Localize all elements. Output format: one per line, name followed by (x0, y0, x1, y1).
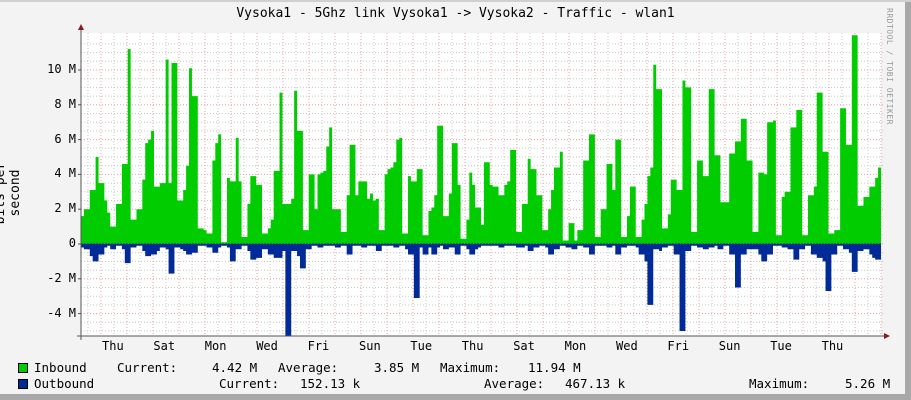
inbound-area (81, 35, 881, 245)
outbound-swatch-icon (18, 379, 28, 389)
x-tick-label: Tue (410, 339, 433, 353)
x-tick-label: Tue (770, 339, 792, 353)
inbound-maximum-value: 11.94 M (528, 360, 581, 375)
x-tick-label: Mon (564, 339, 587, 353)
x-tick-label: Thu (821, 339, 844, 353)
x-tick-label: Fri (307, 339, 330, 353)
outbound-average-value: 467.13 k (565, 376, 626, 391)
inbound-maximum-label: Maximum: (440, 360, 501, 375)
y-tick-label: -2 M (47, 270, 76, 285)
x-axis-arrow-icon (884, 333, 890, 339)
x-tick-label: Sun (359, 339, 381, 353)
chart-title: Vysoka1 - 5Ghz link Vysoka1 -> Vysoka2 -… (236, 6, 675, 21)
outbound-average-label: Average: (484, 376, 545, 391)
outbound-label: Outbound (34, 376, 95, 391)
inbound-swatch-icon (18, 363, 28, 373)
x-tick-label: Thu (461, 339, 484, 353)
inbound-average-value: 3.85 M (374, 360, 420, 375)
rrdtool-watermark: RRDTOOL / TOBI OETIKER (885, 8, 894, 125)
x-tick-label: Sat (513, 339, 535, 353)
x-tick-label: Wed (616, 339, 638, 353)
outbound-area (81, 244, 881, 337)
y-tick-label: 0 (68, 236, 76, 250)
y-axis-arrow-icon (78, 24, 84, 30)
x-tick-label: Mon (204, 339, 227, 353)
y-tick-label: -4 M (47, 305, 76, 320)
outbound-current-label: Current: (219, 376, 280, 391)
outbound-current-value: 152.13 k (300, 376, 361, 391)
x-tick-label: Sun (718, 339, 741, 353)
inbound-current-label: Current: (117, 360, 178, 375)
outbound-maximum-value: 5.26 M (845, 376, 891, 391)
y-tick-label: 2 M (54, 201, 76, 216)
inbound-label: Inbound (34, 360, 87, 375)
frame-top-border (0, 0, 911, 2)
x-tick-label: Wed (256, 339, 278, 353)
x-tick-label: Fri (667, 339, 690, 353)
y-tick-label: 6 M (54, 131, 76, 146)
y-tick-label: 8 M (54, 96, 76, 111)
x-tick-label: Sat (153, 339, 176, 353)
y-tick-label: 4 M (54, 166, 76, 181)
x-tick-label: Thu (102, 339, 124, 353)
outbound-maximum-label: Maximum: (749, 376, 810, 391)
inbound-average-label: Average: (278, 360, 339, 375)
inbound-current-value: 4.42 M (212, 360, 258, 375)
y-tick-label: 10 M (47, 62, 76, 76)
